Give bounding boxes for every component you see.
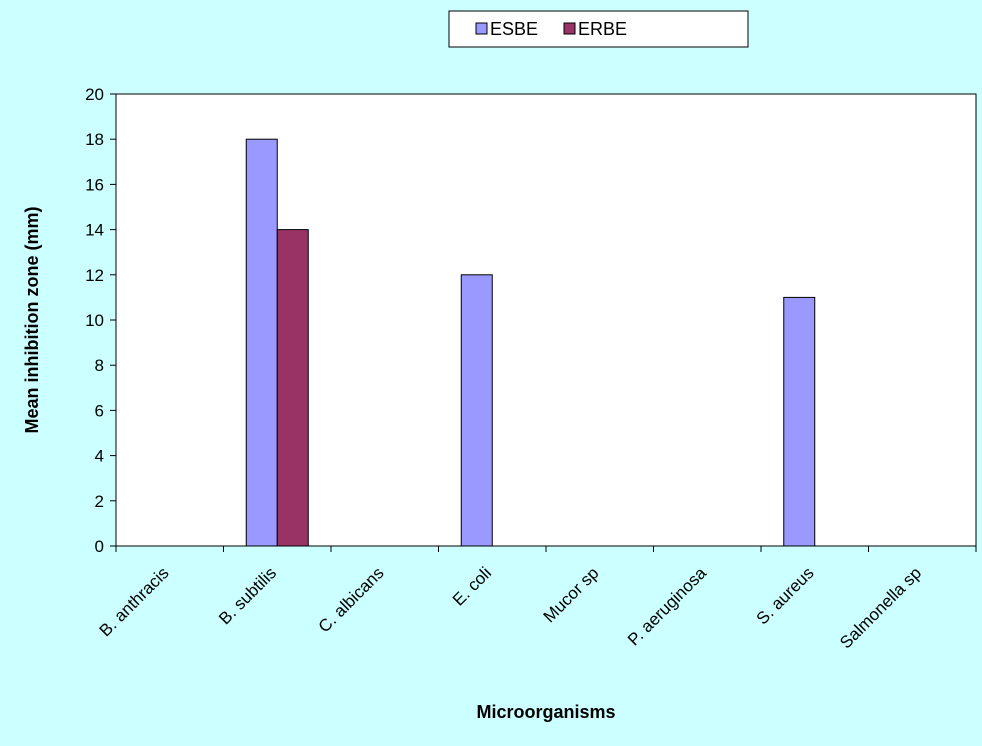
y-tick-label: 20 bbox=[85, 85, 104, 104]
bar-erbe bbox=[276, 229, 309, 547]
y-tick-label: 10 bbox=[85, 311, 104, 330]
y-tick-label: 2 bbox=[95, 492, 104, 511]
legend-label: ESBE bbox=[490, 19, 538, 39]
x-axis-title: Microorganisms bbox=[476, 702, 615, 722]
y-tick-label: 14 bbox=[85, 221, 104, 240]
y-tick-label: 4 bbox=[95, 447, 104, 466]
legend-label: ERBE bbox=[578, 19, 627, 39]
y-tick-label: 12 bbox=[85, 266, 104, 285]
legend: ESBE ERBE bbox=[448, 10, 749, 48]
legend-swatch bbox=[475, 22, 488, 35]
bar-esbe bbox=[245, 138, 278, 547]
y-tick-label: 16 bbox=[85, 175, 104, 194]
bar-esbe bbox=[460, 274, 493, 547]
y-tick-label: 0 bbox=[95, 537, 104, 556]
y-tick-label: 6 bbox=[95, 401, 104, 420]
bars bbox=[245, 138, 816, 547]
y-axis: 0 2 4 6 8 10 12 14 16 18 20 bbox=[85, 85, 116, 556]
legend-swatch bbox=[563, 22, 576, 35]
y-tick-label: 8 bbox=[95, 356, 104, 375]
y-tick-label: 18 bbox=[85, 130, 104, 149]
plot-area bbox=[115, 93, 977, 547]
y-axis-title: Mean inhibition zone (mm) bbox=[22, 207, 42, 434]
legend-box bbox=[448, 10, 749, 48]
bar-esbe bbox=[783, 296, 816, 547]
